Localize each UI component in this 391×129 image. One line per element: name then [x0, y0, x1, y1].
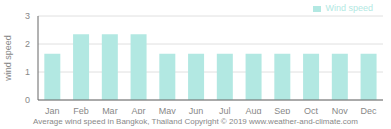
svg-text:0: 0 [25, 95, 30, 105]
svg-text:Sep: Sep [274, 106, 290, 114]
svg-text:Nov: Nov [332, 106, 349, 114]
html-text:Average wind speed in Bangkok,: Average wind speed in Bangkok, Thailand … [33, 117, 358, 126]
svg-text:wind speed: wind speed [8, 35, 13, 82]
svg-text:Mar: Mar [102, 106, 118, 114]
svg-text:Dec: Dec [361, 106, 378, 114]
svg-text:2: 2 [25, 39, 30, 49]
svg-text:Jun: Jun [189, 106, 204, 114]
svg-text:Oct: Oct [304, 106, 319, 114]
svg-text:Jan: Jan [45, 106, 60, 114]
svg-text:Jul: Jul [219, 106, 231, 114]
svg-text:Aug: Aug [246, 106, 262, 114]
svg-text:Feb: Feb [73, 106, 89, 114]
svg-text:Apr: Apr [132, 106, 146, 114]
html-text:Wind speed: Wind speed [325, 3, 373, 13]
svg-text:May: May [159, 106, 177, 114]
svg-text:3: 3 [25, 11, 30, 21]
svg-text:1: 1 [25, 67, 30, 77]
